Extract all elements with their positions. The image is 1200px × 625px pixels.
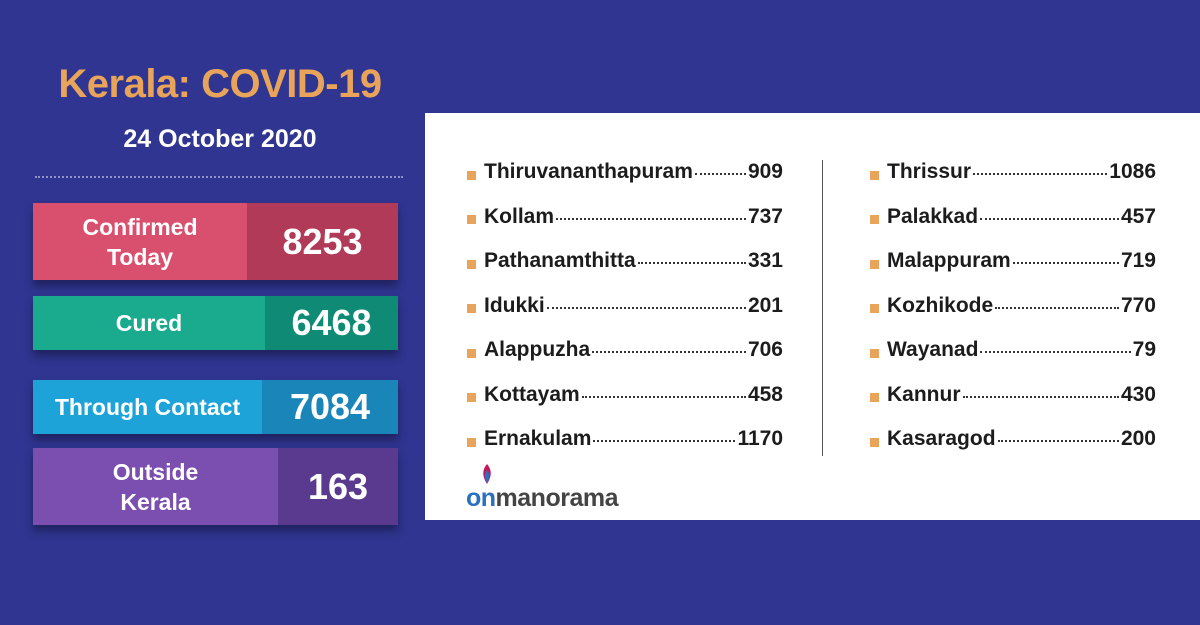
bullet bbox=[870, 259, 879, 269]
bullet bbox=[870, 304, 879, 313]
leader-dots bbox=[581, 395, 746, 398]
district-value: 719 bbox=[1120, 249, 1156, 272]
leader-dots bbox=[593, 440, 736, 442]
leader-dots bbox=[546, 306, 746, 309]
stat-label: Confirmed Today bbox=[82, 213, 198, 270]
district-value: 737 bbox=[747, 204, 783, 228]
stat-label: Through Contact bbox=[54, 394, 241, 420]
district-value: 909 bbox=[747, 160, 783, 183]
date: 24 October 2020 bbox=[123, 125, 317, 153]
district-name: Pathanamthitta bbox=[484, 249, 636, 272]
bullet bbox=[467, 393, 476, 402]
district-name: Wayanad bbox=[887, 338, 979, 361]
leader-dots bbox=[980, 351, 1131, 353]
stat-box: Outside Kerala 163 bbox=[33, 448, 398, 525]
bullet bbox=[870, 215, 879, 224]
bullet bbox=[870, 393, 879, 402]
district-row: Idukki 201 bbox=[467, 294, 783, 324]
stat-label-cell: Cured bbox=[33, 296, 265, 350]
bullet bbox=[467, 215, 476, 224]
district-name: Kollam bbox=[484, 204, 555, 228]
stat-box: Confirmed Today 8253 bbox=[33, 203, 398, 280]
leader-dots bbox=[973, 173, 1108, 175]
bullet bbox=[870, 170, 879, 180]
bullet bbox=[870, 437, 879, 447]
district-name: Thrissur bbox=[887, 160, 972, 183]
district-name: Kasaragod bbox=[887, 427, 996, 450]
logo-icon bbox=[483, 464, 491, 484]
district-panel bbox=[425, 113, 1200, 520]
logo-prefix: on bbox=[466, 484, 496, 512]
logo-suffix: manorama bbox=[495, 484, 619, 512]
district-row: Malappuram 719 bbox=[870, 249, 1156, 279]
district-row: Wayanad 79 bbox=[870, 338, 1156, 368]
leader-dots bbox=[637, 262, 746, 264]
district-row: Pathanamthitta 331 bbox=[467, 249, 783, 279]
leader-dots bbox=[592, 351, 746, 353]
district-value: 1170 bbox=[737, 427, 783, 450]
stat-label: Outside Kerala bbox=[112, 458, 199, 515]
bullet bbox=[467, 304, 476, 313]
leader-dots bbox=[997, 440, 1119, 442]
stat-box: Through Contact 7084 bbox=[33, 380, 398, 434]
district-value: 200 bbox=[1120, 427, 1156, 450]
title: Kerala: COVID-19 bbox=[58, 62, 382, 106]
district-value: 770 bbox=[1120, 293, 1156, 317]
logo-drop-inner bbox=[484, 470, 490, 483]
stat-label-cell: Through Contact bbox=[33, 380, 262, 434]
stat-value: 163 bbox=[278, 448, 398, 525]
district-value: 331 bbox=[747, 249, 783, 272]
district-value: 79 bbox=[1132, 338, 1156, 361]
leader-dots bbox=[1012, 262, 1119, 264]
stat-label-cell: Confirmed Today bbox=[33, 203, 247, 280]
district-row: Kozhikode 770 bbox=[870, 294, 1156, 324]
district-row: Thiruvananthapuram 909 bbox=[467, 160, 783, 190]
district-name: Kozhikode bbox=[887, 293, 994, 317]
district-name: Idukki bbox=[484, 293, 545, 317]
district-value: 706 bbox=[747, 338, 783, 361]
stat-value: 7084 bbox=[262, 380, 398, 434]
stat-label-cell: Outside Kerala bbox=[33, 448, 278, 525]
district-row: Kannur 430 bbox=[870, 383, 1156, 413]
stat-label: Cured bbox=[115, 310, 183, 336]
district-row: Kottayam 458 bbox=[467, 383, 783, 413]
bullet bbox=[467, 259, 476, 269]
district-name: Malappuram bbox=[887, 249, 1011, 272]
leader-dots bbox=[556, 217, 746, 220]
district-row: Thrissur 1086 bbox=[870, 160, 1156, 190]
leader-dots bbox=[694, 173, 746, 175]
district-name: Alappuzha bbox=[484, 338, 591, 361]
district-value: 1086 bbox=[1109, 160, 1156, 183]
district-value: 458 bbox=[747, 382, 783, 406]
district-row: Kasaragod 200 bbox=[870, 427, 1156, 457]
leader-dots bbox=[962, 395, 1119, 398]
leader-dots bbox=[980, 217, 1119, 220]
district-value: 201 bbox=[747, 293, 783, 317]
district-name: Thiruvananthapuram bbox=[484, 160, 693, 183]
bullet bbox=[467, 170, 476, 180]
column-divider bbox=[822, 160, 823, 456]
stat-value: 8253 bbox=[247, 203, 398, 280]
district-name: Kannur bbox=[887, 382, 961, 406]
stat-box: Cured 6468 bbox=[33, 296, 398, 350]
district-row: Palakkad 457 bbox=[870, 205, 1156, 235]
divider-rule bbox=[35, 176, 403, 178]
stat-value: 6468 bbox=[265, 296, 398, 350]
bullet bbox=[870, 348, 879, 358]
district-name: Ernakulam bbox=[484, 427, 592, 450]
district-name: Kottayam bbox=[484, 382, 580, 406]
logo: onmanorama bbox=[466, 484, 619, 513]
bullet bbox=[467, 348, 476, 358]
district-value: 430 bbox=[1120, 382, 1156, 406]
bullet bbox=[467, 437, 476, 447]
district-value: 457 bbox=[1120, 204, 1156, 228]
district-row: Alappuzha 706 bbox=[467, 338, 783, 368]
district-row: Kollam 737 bbox=[467, 205, 783, 235]
district-name: Palakkad bbox=[887, 204, 979, 228]
district-row: Ernakulam 1170 bbox=[467, 427, 783, 457]
leader-dots bbox=[995, 306, 1119, 309]
